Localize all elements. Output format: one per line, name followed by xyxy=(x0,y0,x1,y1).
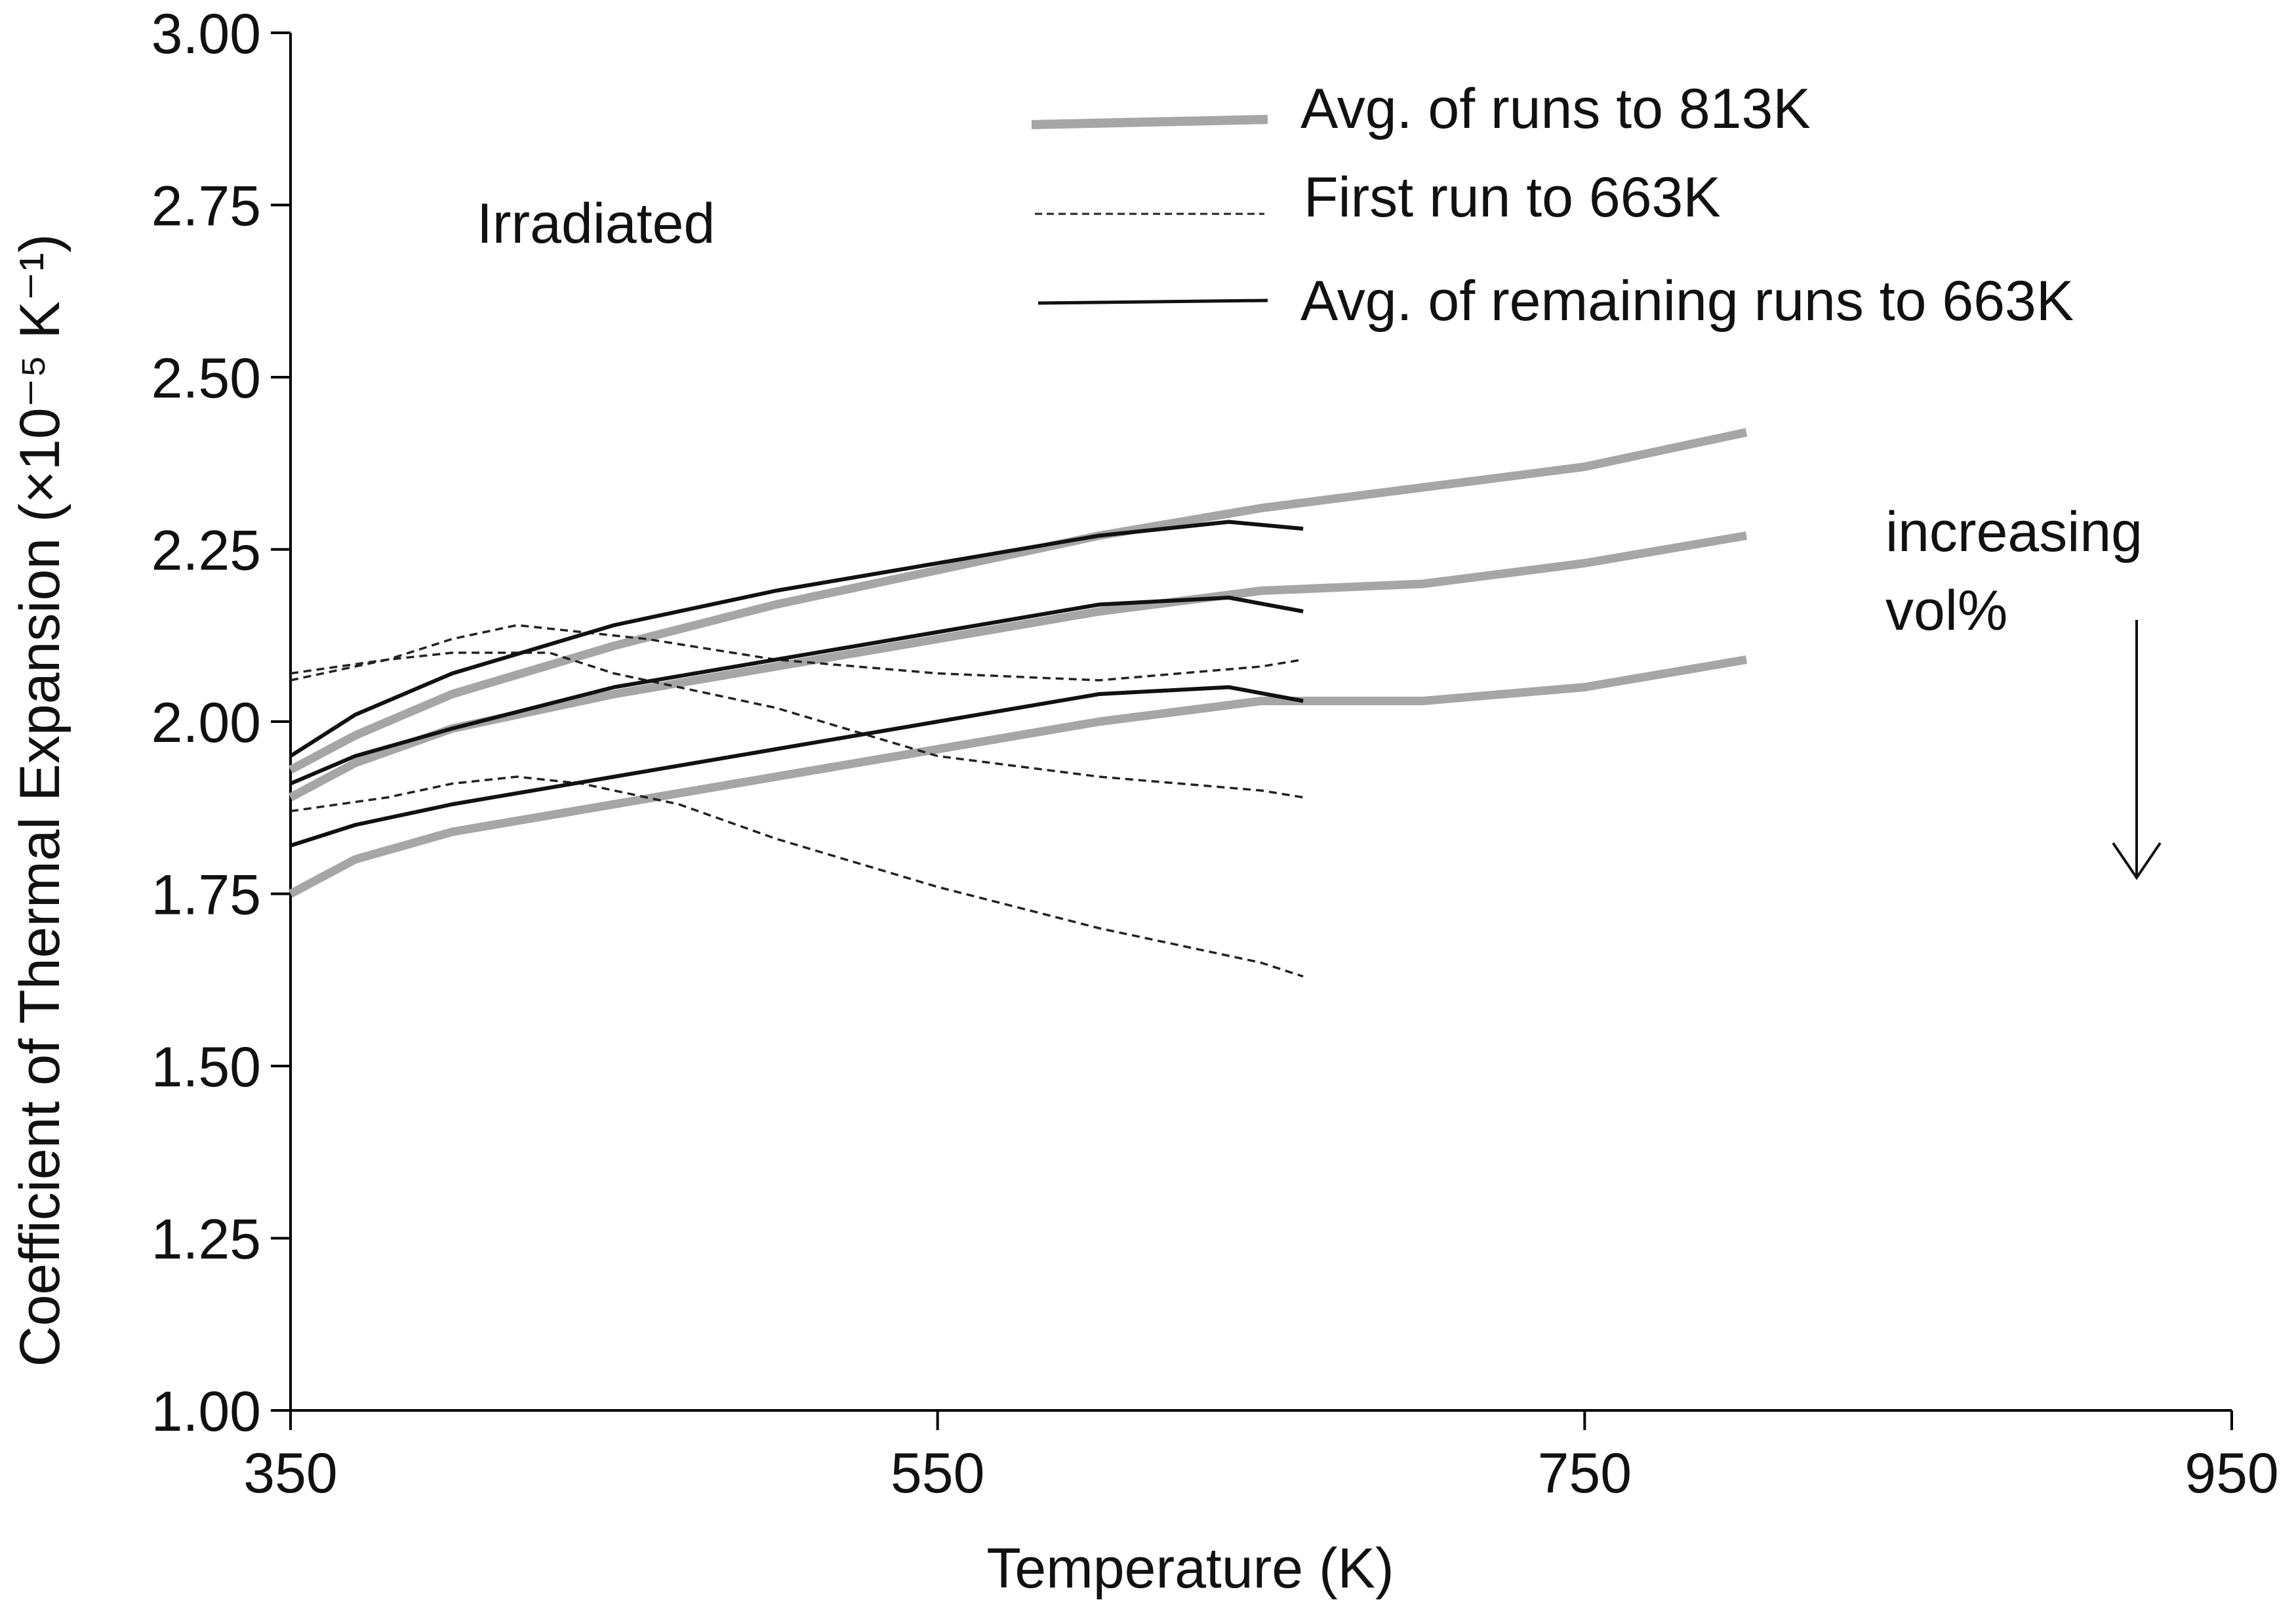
legend: Avg. of runs to 813K First run to 663K A… xyxy=(1031,77,2074,333)
y-tick-label: 2.75 xyxy=(151,175,261,238)
x-axis-label: Temperature (K) xyxy=(986,1537,1394,1600)
x-tick-label: 550 xyxy=(891,1442,985,1505)
y-tick-label: 3.00 xyxy=(151,3,261,66)
y-axis-label: Coefficient of Thermal Expansion (×10⁻⁵ … xyxy=(9,234,71,1366)
series-line-first663 xyxy=(290,624,1304,682)
legend-swatch-avgRemaining663 xyxy=(1037,298,1268,305)
x-tick-label: 350 xyxy=(243,1442,338,1505)
legend-label-avg813: Avg. of runs to 813K xyxy=(1300,77,1811,140)
series-line-avgRemaining663 xyxy=(289,596,1304,786)
y-tick-label: 1.50 xyxy=(151,1036,261,1099)
legend-swatch-avg813 xyxy=(1031,115,1268,129)
annotation-condition: Irradiated xyxy=(477,192,715,255)
y-tick-label: 1.25 xyxy=(151,1208,261,1271)
series-line-avgRemaining663 xyxy=(289,520,1304,758)
x-ticks: 350 550 750 950 xyxy=(243,1410,2279,1505)
y-tick-label: 2.50 xyxy=(151,347,261,410)
legend-label-avgRemaining663: Avg. of remaining runs to 663K xyxy=(1300,270,2074,333)
x-tick-label: 750 xyxy=(1538,1442,1632,1505)
series-line-first663 xyxy=(290,775,1304,978)
series-line-avg813 xyxy=(288,531,1748,802)
y-tick-label: 2.00 xyxy=(151,691,261,754)
y-ticks: 1.00 1.25 1.50 1.75 2.00 2.25 2.50 2.75 3.00 xyxy=(151,3,291,1443)
annotation-trend-line1: increasing xyxy=(1885,501,2143,564)
series-group xyxy=(288,428,1748,978)
x-tick-label: 950 xyxy=(2185,1442,2279,1505)
trend-arrow xyxy=(2112,620,2162,880)
annotation-trend-line2: vol% xyxy=(1885,579,2007,642)
y-tick-label: 2.25 xyxy=(151,520,261,583)
series-line-avgRemaining663 xyxy=(290,685,1304,848)
legend-label-first663: First run to 663K xyxy=(1304,166,1721,229)
y-tick-label: 1.75 xyxy=(151,864,261,927)
series-line-avg813 xyxy=(288,428,1748,774)
y-tick-label: 1.00 xyxy=(151,1380,261,1443)
series-line-first663 xyxy=(290,651,1304,799)
series-line-avg813 xyxy=(288,655,1748,898)
